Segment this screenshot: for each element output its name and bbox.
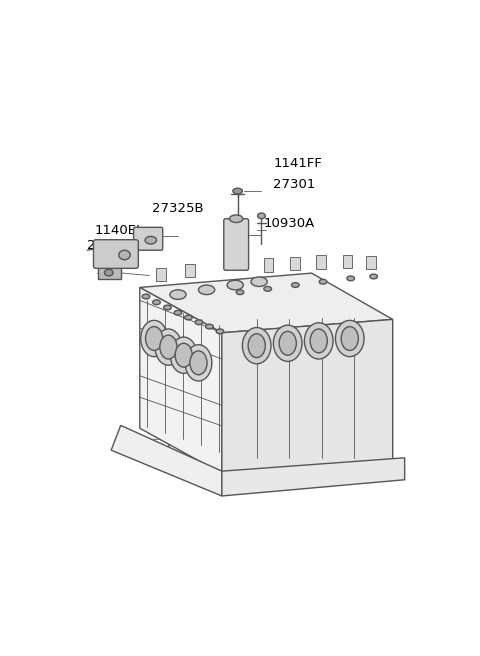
Ellipse shape (279, 331, 296, 355)
Ellipse shape (227, 280, 243, 290)
Ellipse shape (170, 337, 197, 373)
Ellipse shape (229, 215, 243, 222)
Ellipse shape (170, 290, 186, 299)
Polygon shape (222, 458, 405, 496)
Ellipse shape (304, 323, 333, 359)
Ellipse shape (233, 188, 242, 194)
FancyBboxPatch shape (94, 239, 138, 268)
Polygon shape (98, 266, 120, 279)
Ellipse shape (205, 324, 213, 329)
Ellipse shape (185, 344, 212, 381)
Ellipse shape (190, 351, 207, 375)
Text: 27325B: 27325B (152, 202, 204, 215)
Polygon shape (140, 287, 222, 474)
Bar (185, 264, 195, 277)
Text: 27301: 27301 (274, 178, 316, 192)
Ellipse shape (370, 274, 377, 279)
Ellipse shape (175, 343, 192, 367)
Ellipse shape (141, 320, 168, 357)
Bar (290, 257, 300, 270)
Ellipse shape (195, 320, 203, 325)
Ellipse shape (319, 279, 327, 284)
Ellipse shape (145, 236, 156, 244)
Ellipse shape (347, 276, 355, 281)
Polygon shape (222, 319, 393, 474)
Ellipse shape (242, 327, 271, 364)
Ellipse shape (142, 294, 150, 299)
Bar (343, 255, 352, 268)
Bar (156, 268, 166, 281)
Ellipse shape (216, 329, 224, 334)
Bar (316, 255, 326, 269)
Ellipse shape (153, 300, 160, 304)
Ellipse shape (291, 283, 299, 287)
Ellipse shape (199, 285, 215, 295)
Bar (264, 258, 274, 272)
Ellipse shape (119, 250, 130, 260)
Ellipse shape (105, 270, 113, 276)
Ellipse shape (310, 329, 327, 353)
Ellipse shape (160, 335, 177, 359)
Ellipse shape (258, 213, 265, 218)
Ellipse shape (336, 320, 364, 357)
Ellipse shape (164, 305, 171, 310)
Bar (366, 256, 376, 270)
Ellipse shape (248, 334, 265, 358)
Ellipse shape (145, 327, 163, 350)
Text: 10930A: 10930A (264, 218, 315, 230)
Ellipse shape (174, 310, 182, 315)
Text: 1141FF: 1141FF (274, 157, 322, 170)
Ellipse shape (236, 290, 244, 295)
Polygon shape (111, 425, 222, 496)
Text: 27305: 27305 (87, 239, 130, 253)
FancyBboxPatch shape (133, 228, 163, 250)
Ellipse shape (155, 329, 182, 365)
FancyBboxPatch shape (224, 218, 249, 270)
Text: 1140EJ: 1140EJ (95, 224, 140, 237)
Ellipse shape (341, 327, 359, 350)
Ellipse shape (264, 287, 272, 291)
Polygon shape (140, 273, 393, 333)
Ellipse shape (185, 315, 192, 320)
Ellipse shape (274, 325, 302, 361)
Ellipse shape (251, 277, 267, 287)
